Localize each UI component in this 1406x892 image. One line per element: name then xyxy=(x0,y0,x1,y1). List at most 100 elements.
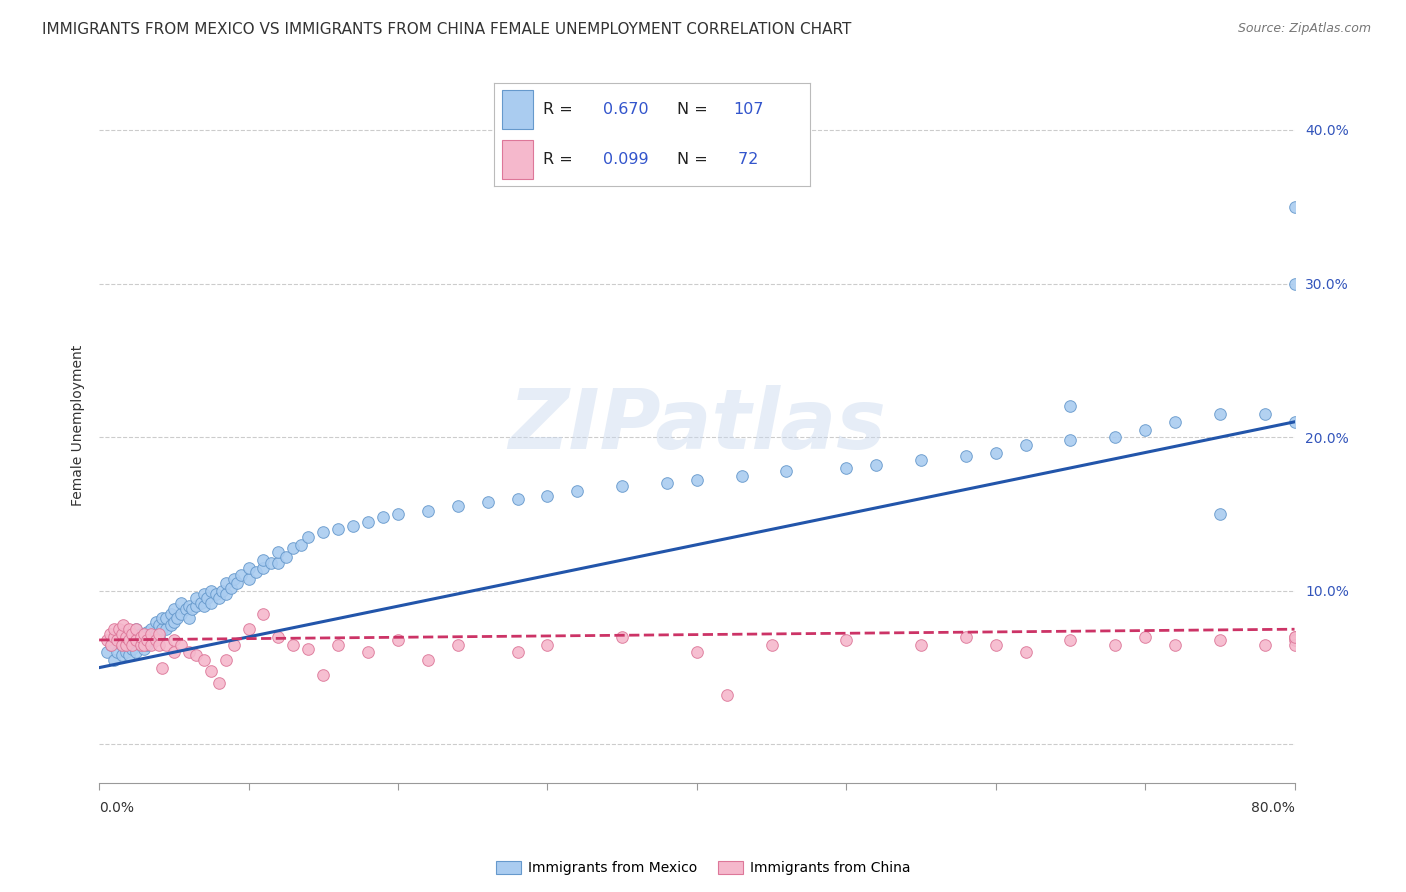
Point xyxy=(100,638,122,652)
Point xyxy=(357,515,380,529)
Point xyxy=(110,648,132,663)
Point xyxy=(328,638,350,652)
Point xyxy=(150,611,173,625)
Point xyxy=(129,630,152,644)
Point xyxy=(208,591,231,606)
Point xyxy=(447,638,470,652)
Point xyxy=(222,638,245,652)
Point xyxy=(170,596,193,610)
Point xyxy=(136,632,159,647)
Point xyxy=(267,556,290,570)
Point xyxy=(910,453,932,467)
Point xyxy=(536,489,558,503)
Point xyxy=(1253,407,1275,421)
Point xyxy=(193,599,215,614)
Point xyxy=(129,638,152,652)
Point xyxy=(118,632,141,647)
Text: Source: ZipAtlas.com: Source: ZipAtlas.com xyxy=(1237,22,1371,36)
Point xyxy=(193,653,215,667)
Point xyxy=(186,648,208,663)
Point xyxy=(141,622,163,636)
Point xyxy=(160,607,183,621)
Point xyxy=(204,587,226,601)
Point xyxy=(125,622,148,636)
Point xyxy=(132,638,155,652)
Point xyxy=(610,630,633,644)
Point xyxy=(283,541,305,555)
Point xyxy=(447,500,470,514)
Point xyxy=(252,561,274,575)
Point xyxy=(416,653,439,667)
Point xyxy=(283,638,305,652)
Point xyxy=(730,468,752,483)
Point xyxy=(112,617,135,632)
Point xyxy=(342,519,364,533)
Point xyxy=(984,445,1007,459)
Point xyxy=(118,622,141,636)
Point xyxy=(141,632,163,647)
Point xyxy=(148,627,170,641)
Point xyxy=(835,632,858,647)
Point xyxy=(1253,638,1275,652)
Point xyxy=(180,602,202,616)
Point xyxy=(110,627,132,641)
Point xyxy=(655,476,678,491)
Point xyxy=(686,645,709,659)
Point xyxy=(357,645,380,659)
Point xyxy=(267,545,290,559)
Point xyxy=(105,632,128,647)
Point xyxy=(835,461,858,475)
Point xyxy=(387,632,409,647)
Point xyxy=(1133,630,1156,644)
Point xyxy=(1209,407,1232,421)
Point xyxy=(155,622,177,636)
Point xyxy=(910,638,932,652)
Point xyxy=(145,615,167,629)
Point xyxy=(955,449,977,463)
Point xyxy=(215,653,238,667)
Point xyxy=(115,645,138,659)
Point xyxy=(1014,645,1036,659)
Point xyxy=(312,525,335,540)
Point xyxy=(110,627,132,641)
Y-axis label: Female Unemployment: Female Unemployment xyxy=(72,345,86,507)
Point xyxy=(148,630,170,644)
Point xyxy=(208,676,231,690)
Point xyxy=(98,627,121,641)
Point xyxy=(115,632,138,647)
Point xyxy=(371,510,394,524)
Point xyxy=(125,632,148,647)
Point xyxy=(387,507,409,521)
Point xyxy=(238,561,260,575)
Point xyxy=(141,638,163,652)
Point xyxy=(536,638,558,652)
Point xyxy=(155,638,177,652)
Point xyxy=(186,591,208,606)
Point xyxy=(100,638,122,652)
Point xyxy=(252,607,274,621)
Point xyxy=(177,611,200,625)
Point xyxy=(1133,423,1156,437)
Point xyxy=(145,632,167,647)
Point xyxy=(506,491,529,506)
Point xyxy=(174,602,197,616)
Point xyxy=(141,627,163,641)
Legend: Immigrants from Mexico, Immigrants from China: Immigrants from Mexico, Immigrants from … xyxy=(491,855,915,880)
Point xyxy=(115,638,138,652)
Point xyxy=(245,566,267,580)
Text: 0.0%: 0.0% xyxy=(100,801,134,815)
Point xyxy=(163,602,186,616)
Point xyxy=(96,632,118,647)
Point xyxy=(984,638,1007,652)
Point xyxy=(115,630,138,644)
Point xyxy=(297,530,319,544)
Point xyxy=(103,630,125,644)
Point xyxy=(118,648,141,663)
Point xyxy=(121,642,143,657)
Point xyxy=(150,660,173,674)
Point xyxy=(195,591,218,606)
Point xyxy=(177,645,200,659)
Point xyxy=(121,627,143,641)
Point xyxy=(686,473,709,487)
Point xyxy=(238,622,260,636)
